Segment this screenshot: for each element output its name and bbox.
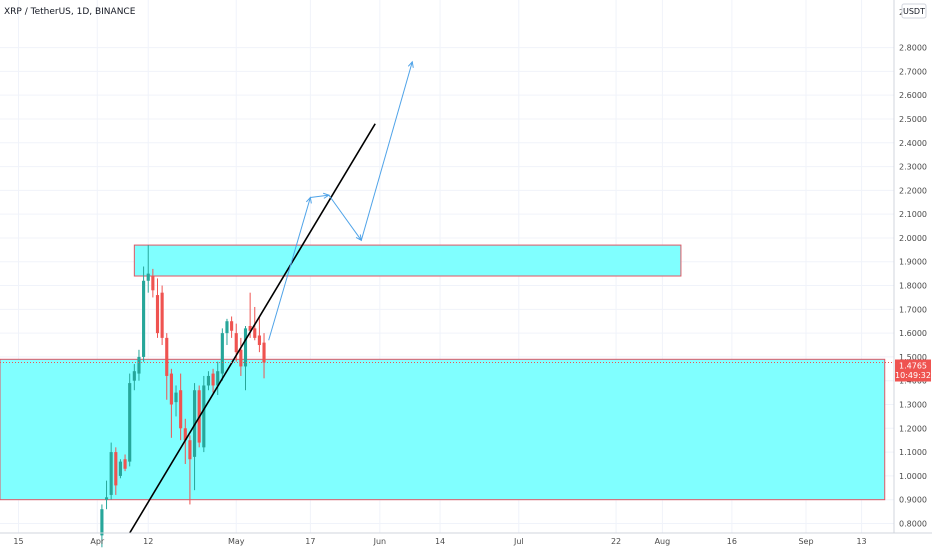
y-tick-label: 2.5000: [899, 115, 927, 124]
candle-body: [248, 325, 252, 331]
currency-button-frame: [901, 3, 927, 19]
candle-body: [123, 459, 127, 469]
y-tick-label: 1.1000: [899, 448, 927, 457]
x-tick-label: Jul: [513, 537, 524, 546]
candle-body: [160, 292, 164, 338]
y-tick-label: 0.8000: [899, 519, 927, 528]
support-zone: [0, 358, 886, 501]
y-tick-label: 1.9000: [899, 258, 927, 267]
candle-body: [137, 356, 141, 374]
candle-body: [211, 373, 215, 386]
y-tick-label: 1.0000: [899, 472, 927, 481]
candle-body: [155, 295, 160, 334]
x-tick-label: 13: [856, 537, 866, 546]
resistance-zone: [133, 244, 682, 277]
candle-body: [257, 335, 261, 346]
candle-body: [206, 375, 211, 386]
candle-body: [104, 497, 109, 500]
x-tick-label: Sep: [798, 537, 813, 546]
y-tick-label: 0.9000: [899, 496, 927, 505]
candle-body: [142, 280, 146, 357]
y-tick-label: 1.7000: [899, 305, 927, 314]
trendline: [129, 123, 376, 534]
x-tick-label: Jun: [373, 537, 387, 546]
y-tick-label: 2.2000: [899, 186, 927, 195]
candle-body: [262, 342, 266, 363]
price-axis[interactable]: 2.8000 2.7000 2.6000 2.5000 2.4000 2.3000 2.20…: [899, 8, 927, 528]
candle-body: [109, 452, 113, 495]
projection-segment: [328, 194, 362, 241]
y-tick-label: 1.6000: [899, 329, 927, 338]
y-tick-label: 1.2000: [899, 424, 927, 433]
candle-body: [146, 273, 150, 281]
candle-body: [165, 337, 169, 376]
x-tick-label: Apr: [90, 537, 105, 546]
y-tick-label: 2.4000: [899, 139, 927, 148]
currency-button[interactable]: USDT: [901, 3, 927, 19]
last-price-tag: 1.4765 10:49:32: [895, 359, 931, 382]
candle-body: [128, 383, 132, 462]
last-price-value: 1.4765: [899, 362, 927, 371]
candle-body: [225, 321, 229, 334]
time-axis[interactable]: 15 Apr 12 May 17 Jun 14 Jul 22 Aug 16 Sep 13: [13, 537, 866, 546]
y-tick-label: 2.6000: [899, 91, 927, 100]
y-tick-label: 2.7000: [899, 67, 927, 76]
y-tick-label: 2.8000: [899, 44, 927, 53]
candle-body: [183, 428, 187, 441]
candle-body: [179, 390, 183, 429]
candle-body: [174, 392, 178, 403]
y-tick-label: 2.0000: [899, 234, 927, 243]
candle-body: [202, 385, 206, 448]
last-price-tag-background: [895, 359, 931, 382]
currency-button-label: USDT: [903, 7, 925, 16]
candle-body: [216, 371, 220, 386]
y-tick-label: 1.3000: [899, 401, 927, 410]
x-tick-label: Aug: [655, 537, 671, 546]
zone-layer: [0, 244, 886, 501]
x-tick-label: 16: [727, 537, 737, 546]
drawing-layer: [0, 60, 894, 534]
candle-body: [230, 321, 234, 331]
bar-countdown: 10:49:32: [895, 371, 931, 380]
candle-body: [239, 349, 243, 367]
candle-body: [169, 373, 173, 405]
candle-body: [220, 333, 224, 374]
projection-segment: [268, 197, 311, 341]
chart-title: XRP / TetherUS, 1D, BINANCE: [4, 7, 136, 17]
y-tick-label: 2.1000: [899, 210, 927, 219]
projection-segment: [360, 61, 413, 241]
x-tick-label: 17: [305, 537, 315, 546]
candle-body: [114, 452, 118, 486]
x-tick-label: 15: [13, 537, 23, 546]
y-tick-label: 2.3000: [899, 163, 927, 172]
x-tick-label: May: [228, 537, 245, 546]
candle-body: [243, 328, 248, 367]
x-tick-label: 12: [143, 537, 153, 546]
candle-body: [151, 276, 155, 291]
candle-body: [253, 328, 257, 338]
y-tick-label: 1.8000: [899, 282, 927, 291]
projection-segment: [310, 194, 329, 198]
x-tick-label: 14: [435, 537, 445, 546]
candle-body: [234, 333, 238, 353]
candle-body: [132, 371, 136, 381]
candle-body: [188, 440, 192, 460]
y-tick-label: 1.5000: [899, 353, 927, 362]
candle-body: [100, 509, 104, 536]
x-tick-label: 22: [611, 537, 621, 546]
projection-arrowhead: [407, 60, 414, 68]
candle-body: [118, 461, 123, 476]
